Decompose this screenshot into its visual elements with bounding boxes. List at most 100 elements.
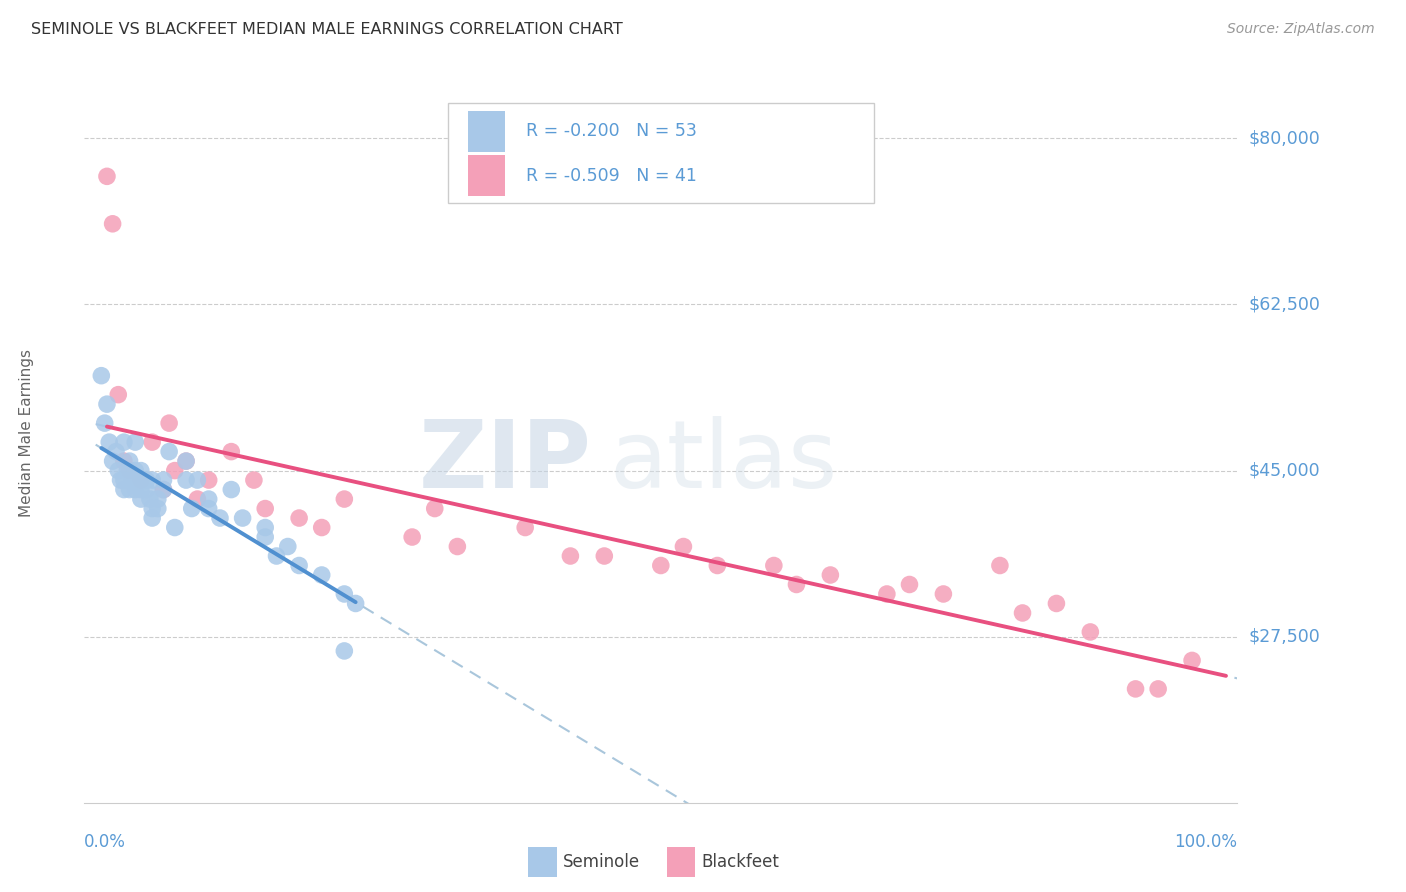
Text: R = -0.200   N = 53: R = -0.200 N = 53 <box>526 122 697 140</box>
Point <box>112 483 135 497</box>
Point <box>820 568 842 582</box>
Point <box>221 483 243 497</box>
Text: R = -0.509   N = 41: R = -0.509 N = 41 <box>526 167 697 185</box>
Point <box>174 473 197 487</box>
Point <box>932 587 955 601</box>
Point <box>1147 681 1170 696</box>
Point <box>288 558 311 573</box>
Point <box>876 587 898 601</box>
Point <box>98 435 121 450</box>
Point <box>446 540 468 554</box>
Point <box>152 483 174 497</box>
Point <box>112 435 135 450</box>
Point <box>163 520 186 534</box>
Point <box>101 454 124 468</box>
Point <box>401 530 423 544</box>
Point <box>96 397 118 411</box>
Point <box>124 464 146 478</box>
Point <box>129 491 152 506</box>
Point <box>197 473 219 487</box>
Point <box>107 387 129 401</box>
Point <box>112 454 135 468</box>
Point <box>121 473 143 487</box>
Text: SEMINOLE VS BLACKFEET MEDIAN MALE EARNINGS CORRELATION CHART: SEMINOLE VS BLACKFEET MEDIAN MALE EARNIN… <box>31 22 623 37</box>
Point <box>243 473 266 487</box>
Point <box>1011 606 1033 620</box>
Point <box>288 511 311 525</box>
Text: Median Male Earnings: Median Male Earnings <box>18 349 34 516</box>
FancyBboxPatch shape <box>447 103 875 203</box>
Text: Blackfeet: Blackfeet <box>702 853 779 871</box>
Point <box>762 558 785 573</box>
Point <box>105 444 128 458</box>
Point <box>118 454 141 468</box>
Point <box>152 483 174 497</box>
Point <box>93 416 115 430</box>
Point <box>311 568 333 582</box>
Text: $80,000: $80,000 <box>1249 129 1320 147</box>
Point <box>124 483 146 497</box>
Text: 100.0%: 100.0% <box>1174 833 1237 851</box>
Point <box>1078 624 1101 639</box>
Point <box>1045 597 1067 611</box>
Point <box>344 597 367 611</box>
Point <box>132 473 155 487</box>
Point <box>988 558 1011 573</box>
Point <box>174 454 197 468</box>
Point <box>254 530 277 544</box>
Point <box>254 520 277 534</box>
Point <box>107 464 129 478</box>
Point <box>129 483 152 497</box>
Point <box>129 464 152 478</box>
Point <box>110 473 132 487</box>
Point <box>118 483 141 497</box>
Point <box>90 368 112 383</box>
Text: ZIP: ZIP <box>419 417 592 508</box>
Point <box>785 577 807 591</box>
Point <box>423 501 446 516</box>
Text: Seminole: Seminole <box>562 853 640 871</box>
Point <box>333 644 356 658</box>
Point <box>117 464 139 478</box>
Point <box>266 549 288 563</box>
Point <box>128 473 150 487</box>
Point <box>157 416 180 430</box>
Point <box>101 217 124 231</box>
Point <box>118 464 141 478</box>
Point <box>515 520 537 534</box>
Point <box>277 540 299 554</box>
Point <box>672 540 695 554</box>
Point <box>186 473 208 487</box>
Point <box>96 169 118 184</box>
Point <box>180 501 202 516</box>
Point <box>157 444 180 458</box>
Point <box>139 491 162 506</box>
Bar <box>468 111 505 152</box>
Point <box>141 473 163 487</box>
Point <box>560 549 582 563</box>
Text: 0.0%: 0.0% <box>84 833 127 851</box>
Point <box>1181 653 1204 667</box>
Text: Source: ZipAtlas.com: Source: ZipAtlas.com <box>1227 22 1375 37</box>
Text: atlas: atlas <box>609 417 837 508</box>
Point <box>706 558 728 573</box>
Point <box>898 577 921 591</box>
Point <box>129 473 152 487</box>
Point <box>254 501 277 516</box>
Bar <box>529 847 557 877</box>
Point <box>593 549 616 563</box>
Bar <box>666 847 696 877</box>
Point <box>311 520 333 534</box>
Point <box>141 435 163 450</box>
Point <box>141 511 163 525</box>
Text: $27,500: $27,500 <box>1249 628 1320 646</box>
Point <box>124 435 146 450</box>
Point <box>197 501 219 516</box>
Point <box>163 464 186 478</box>
Point <box>174 454 197 468</box>
Point <box>208 511 231 525</box>
Point <box>232 511 254 525</box>
Text: $45,000: $45,000 <box>1249 461 1320 480</box>
Point <box>112 473 135 487</box>
Point <box>186 491 208 506</box>
